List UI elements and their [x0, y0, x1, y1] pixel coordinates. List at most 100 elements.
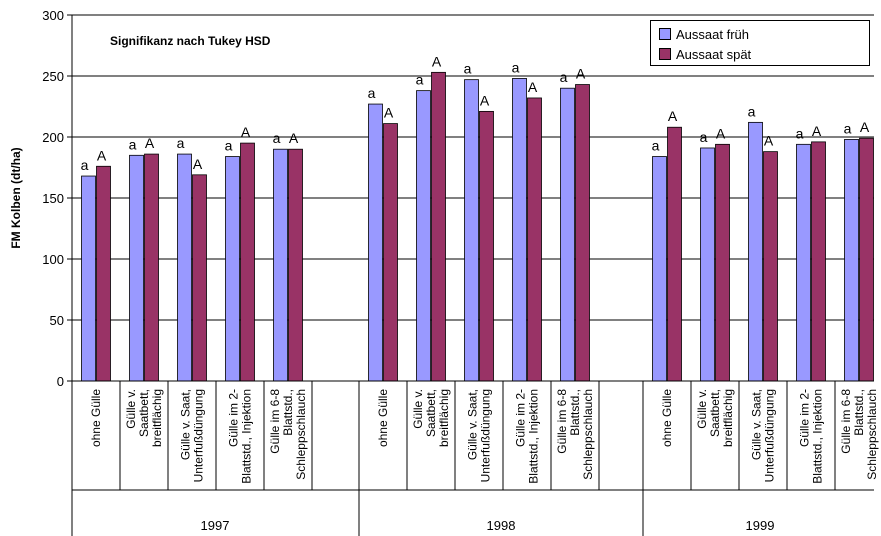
legend-item-early: Aussaat früh	[659, 25, 749, 43]
sig-label-1999-early-4: a	[844, 120, 852, 136]
category-label-1998-0-line-0: ohne Gülle	[376, 389, 390, 447]
category-label-1997-2-line-1: Unterfußdüngung	[192, 389, 206, 482]
sig-label-1999-early-0: a	[652, 138, 660, 154]
bar-1997-early-2	[177, 153, 192, 382]
category-label-1997-2-line-0: Gülle v. Saat,	[179, 389, 193, 460]
sig-label-1997-early-1: a	[129, 136, 137, 152]
category-label-1999-1-line-2: breitflächig	[721, 389, 735, 447]
bar-1998-early-3	[512, 78, 527, 382]
sig-label-1997-late-2: A	[193, 156, 203, 172]
category-label-1998-2-line-0: Gülle v. Saat,	[466, 389, 480, 460]
category-label-1998-1-line-2: breitflächig	[437, 389, 451, 447]
year-label-1999: 1999	[746, 518, 775, 533]
bar-1998-early-2	[464, 79, 479, 382]
sig-label-1998-early-2: a	[464, 61, 472, 77]
y-axis-title: FM Kolben (dt/ha)	[9, 147, 23, 248]
legend-label-late: Aussaat spät	[676, 46, 752, 62]
y-tick-label-250: 250	[42, 69, 64, 84]
sig-label-1999-early-1: a	[700, 129, 708, 145]
sig-label-1999-late-0: A	[668, 108, 678, 124]
bar-1998-early-0	[368, 103, 383, 382]
legend-item-late: Aussaat spät	[659, 45, 751, 63]
category-label-1997-1-line-1: Saatbett,	[137, 389, 151, 437]
category-label-1999-0-line-0: ohne Gülle	[660, 389, 674, 447]
year-label-1997: 1997	[201, 518, 230, 533]
category-label-1999-1-line-1: Saatbett,	[708, 389, 722, 437]
legend-swatch-early	[659, 28, 671, 40]
sig-label-1997-early-3: a	[225, 138, 233, 154]
bar-1999-late-2	[763, 151, 778, 382]
category-label-1997-3-line-1: Blattstd., Injektion	[240, 389, 254, 484]
category-label-1999-2-line-1: Unterfußdüngung	[763, 389, 777, 482]
category-label-1998-3-line-1: Blattstd., Injektion	[527, 389, 541, 484]
sig-label-1998-late-1: A	[432, 53, 442, 69]
bar-1997-late-0	[96, 165, 111, 382]
bar-1998-late-0	[383, 123, 398, 382]
sig-label-1997-late-3: A	[241, 124, 251, 140]
sig-label-1999-late-4: A	[860, 119, 870, 135]
y-tick-label-0: 0	[57, 374, 64, 389]
bar-1999-late-3	[811, 141, 826, 382]
category-label-1997-0-line-0: ohne Gülle	[89, 389, 103, 447]
y-tick-label-200: 200	[42, 130, 64, 145]
bar-1997-early-1	[129, 154, 144, 382]
category-label-1998-3-line-0: Gülle im 2-	[514, 389, 528, 447]
bar-1999-early-1	[700, 147, 715, 382]
category-label-1997-1-line-0: Gülle v.	[124, 389, 138, 429]
sig-label-1997-late-4: A	[289, 130, 299, 146]
category-label-1999-4-line-0: Gülle im 6-8	[839, 389, 853, 454]
category-label-1998-4-line-0: Gülle im 6-8	[555, 389, 569, 454]
sig-label-1997-late-0: A	[97, 147, 107, 163]
category-label-1998-1-line-0: Gülle v.	[411, 389, 425, 429]
legend-swatch-late	[659, 48, 671, 60]
bar-1997-early-4	[273, 148, 288, 382]
category-label-1997-4-line-1: Blattstd.,	[281, 389, 295, 436]
y-tick-label-50: 50	[50, 313, 64, 328]
bar-1997-early-3	[225, 156, 240, 382]
bar-1999-late-1	[715, 143, 730, 382]
legend-label-early: Aussaat früh	[676, 26, 749, 42]
year-label-1998: 1998	[487, 518, 516, 533]
sig-label-1998-early-4: a	[560, 69, 568, 85]
category-label-1998-2-line-1: Unterfußdüngung	[479, 389, 493, 482]
sig-label-1999-late-2: A	[764, 133, 774, 149]
y-tick-label-150: 150	[42, 191, 64, 206]
y-tick-label-100: 100	[42, 252, 64, 267]
bar-1998-late-2	[479, 110, 494, 382]
bar-1997-early-0	[81, 175, 96, 382]
category-label-1997-1-line-2: breitflächig	[150, 389, 164, 447]
category-label-1997-4-line-2: Schleppschlauch	[294, 389, 308, 480]
bar-1997-late-2	[192, 174, 207, 382]
sig-label-1999-late-1: A	[716, 125, 726, 141]
category-label-1998-1-line-1: Saatbett,	[424, 389, 438, 437]
bar-1997-late-1	[144, 153, 159, 382]
sig-label-1998-early-1: a	[416, 72, 424, 88]
sig-label-1998-late-3: A	[528, 79, 538, 95]
bar-1998-early-1	[416, 90, 431, 382]
bar-1999-early-2	[748, 121, 763, 382]
bar-1998-late-1	[431, 71, 446, 382]
category-label-1999-1-line-0: Gülle v.	[695, 389, 709, 429]
bar-1999-early-3	[796, 143, 811, 382]
bar-1999-late-4	[859, 137, 874, 382]
sig-label-1999-early-3: a	[796, 125, 804, 141]
sig-label-1998-early-3: a	[512, 59, 520, 75]
chart-title: Signifikanz nach Tukey HSD	[110, 34, 271, 48]
legend: Aussaat früh Aussaat spät	[650, 20, 870, 66]
sig-label-1999-early-2: a	[748, 103, 756, 119]
category-label-1999-4-line-2: Schleppschlauch	[865, 389, 879, 480]
sig-label-1997-late-1: A	[145, 135, 155, 151]
category-label-1999-3-line-1: Blattstd., Injektion	[811, 389, 825, 484]
category-label-1999-2-line-0: Gülle v. Saat,	[750, 389, 764, 460]
bar-1997-late-4	[288, 148, 303, 382]
bar-1998-early-4	[560, 87, 575, 382]
bar-1999-early-0	[652, 156, 667, 382]
category-label-1997-3-line-0: Gülle im 2-	[227, 389, 241, 447]
sig-label-1997-early-0: a	[81, 157, 89, 173]
category-label-1998-4-line-2: Schleppschlauch	[581, 389, 595, 480]
sig-label-1998-late-0: A	[384, 105, 394, 121]
category-label-1998-4-line-1: Blattstd.,	[568, 389, 582, 436]
sig-label-1998-late-4: A	[576, 66, 586, 82]
bar-1998-late-4	[575, 84, 590, 382]
